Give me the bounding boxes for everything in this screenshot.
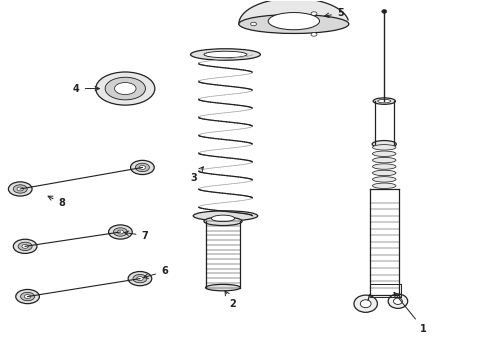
Ellipse shape bbox=[372, 183, 396, 189]
Ellipse shape bbox=[13, 239, 37, 253]
Ellipse shape bbox=[372, 157, 396, 163]
Ellipse shape bbox=[388, 294, 408, 309]
Ellipse shape bbox=[372, 177, 396, 182]
Ellipse shape bbox=[204, 51, 247, 58]
Ellipse shape bbox=[239, 14, 349, 33]
Text: 5: 5 bbox=[324, 8, 343, 18]
Text: 6: 6 bbox=[144, 266, 168, 278]
Text: 1: 1 bbox=[394, 292, 427, 334]
Ellipse shape bbox=[128, 271, 152, 286]
Text: 4: 4 bbox=[73, 84, 99, 94]
Ellipse shape bbox=[16, 289, 39, 303]
Ellipse shape bbox=[21, 292, 35, 301]
Ellipse shape bbox=[130, 160, 154, 175]
Ellipse shape bbox=[382, 10, 387, 13]
Ellipse shape bbox=[373, 98, 395, 104]
Ellipse shape bbox=[378, 99, 391, 103]
Ellipse shape bbox=[206, 284, 241, 291]
Ellipse shape bbox=[211, 215, 235, 222]
Ellipse shape bbox=[137, 277, 143, 280]
Ellipse shape bbox=[372, 170, 396, 176]
Ellipse shape bbox=[311, 12, 317, 15]
Ellipse shape bbox=[18, 242, 32, 251]
Ellipse shape bbox=[360, 300, 371, 308]
Ellipse shape bbox=[191, 49, 260, 60]
Text: 2: 2 bbox=[225, 291, 236, 309]
Ellipse shape bbox=[115, 82, 136, 95]
Text: 3: 3 bbox=[190, 167, 203, 183]
Text: 8: 8 bbox=[48, 196, 65, 208]
Ellipse shape bbox=[393, 298, 402, 305]
Polygon shape bbox=[239, 0, 349, 24]
Ellipse shape bbox=[8, 182, 32, 196]
Ellipse shape bbox=[250, 22, 256, 26]
Ellipse shape bbox=[311, 33, 317, 36]
Ellipse shape bbox=[354, 295, 377, 312]
Ellipse shape bbox=[372, 151, 396, 157]
Ellipse shape bbox=[13, 185, 27, 193]
Ellipse shape bbox=[22, 244, 28, 248]
Ellipse shape bbox=[109, 225, 132, 239]
Ellipse shape bbox=[96, 72, 155, 105]
Ellipse shape bbox=[204, 217, 242, 226]
Ellipse shape bbox=[105, 77, 146, 100]
Ellipse shape bbox=[139, 166, 146, 170]
Ellipse shape bbox=[17, 187, 24, 191]
Ellipse shape bbox=[372, 140, 396, 148]
Ellipse shape bbox=[117, 230, 123, 234]
Ellipse shape bbox=[372, 145, 396, 150]
Ellipse shape bbox=[113, 228, 127, 236]
Ellipse shape bbox=[133, 274, 147, 283]
Ellipse shape bbox=[372, 164, 396, 169]
Ellipse shape bbox=[268, 13, 319, 30]
Ellipse shape bbox=[24, 294, 31, 298]
Ellipse shape bbox=[193, 211, 258, 221]
Text: 7: 7 bbox=[124, 231, 148, 240]
Ellipse shape bbox=[135, 163, 149, 172]
